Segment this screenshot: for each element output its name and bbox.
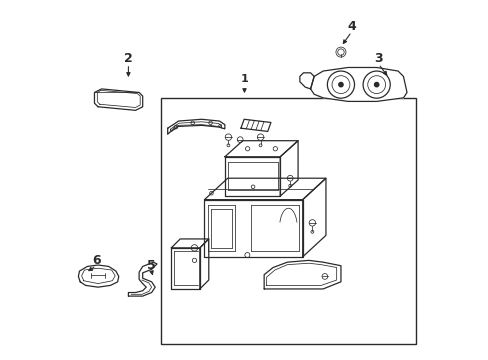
Polygon shape <box>167 119 224 134</box>
Text: 4: 4 <box>346 20 355 33</box>
Polygon shape <box>302 178 325 257</box>
Polygon shape <box>224 141 298 157</box>
Polygon shape <box>78 265 119 287</box>
Polygon shape <box>310 67 406 102</box>
Text: 5: 5 <box>147 259 156 272</box>
Polygon shape <box>171 248 200 289</box>
Polygon shape <box>94 89 142 111</box>
Polygon shape <box>204 200 302 257</box>
Text: 3: 3 <box>373 52 382 65</box>
Polygon shape <box>299 73 313 89</box>
Polygon shape <box>200 239 208 289</box>
Polygon shape <box>128 262 157 296</box>
Polygon shape <box>224 157 280 196</box>
Circle shape <box>338 82 343 87</box>
Polygon shape <box>264 260 340 289</box>
Circle shape <box>374 82 378 87</box>
Polygon shape <box>280 141 298 196</box>
Text: 1: 1 <box>240 73 248 84</box>
Polygon shape <box>171 239 208 248</box>
Bar <box>160 98 415 344</box>
Text: 6: 6 <box>92 254 101 267</box>
Polygon shape <box>241 119 270 131</box>
Text: 2: 2 <box>124 52 133 65</box>
Polygon shape <box>204 178 325 200</box>
